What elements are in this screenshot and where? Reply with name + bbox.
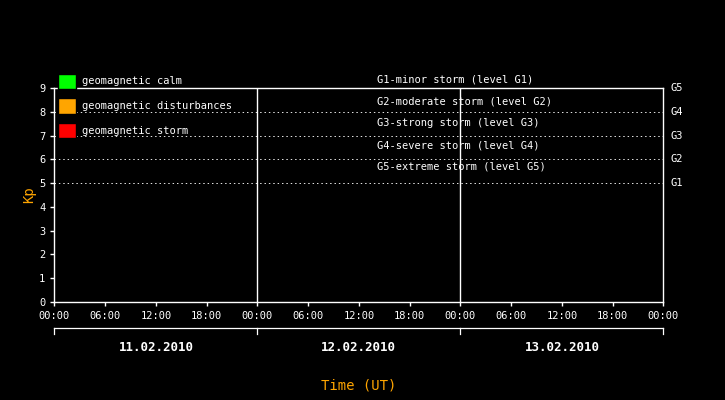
Text: 13.02.2010: 13.02.2010 [524, 341, 600, 354]
Text: geomagnetic calm: geomagnetic calm [82, 76, 182, 86]
Y-axis label: Kp: Kp [22, 187, 36, 203]
Text: geomagnetic storm: geomagnetic storm [82, 126, 188, 136]
Text: G1-minor storm (level G1): G1-minor storm (level G1) [377, 74, 534, 84]
Text: G1: G1 [670, 178, 683, 188]
Text: G3: G3 [670, 130, 683, 140]
Text: G5-extreme storm (level G5): G5-extreme storm (level G5) [377, 162, 546, 172]
Text: G3-strong storm (level G3): G3-strong storm (level G3) [377, 118, 539, 128]
Text: Time (UT): Time (UT) [321, 378, 397, 392]
Text: G2: G2 [670, 154, 683, 164]
Text: G5: G5 [670, 83, 683, 93]
Text: 11.02.2010: 11.02.2010 [118, 341, 194, 354]
Text: 12.02.2010: 12.02.2010 [321, 341, 397, 354]
Text: G2-moderate storm (level G2): G2-moderate storm (level G2) [377, 96, 552, 106]
Text: geomagnetic disturbances: geomagnetic disturbances [82, 101, 232, 111]
Text: G4: G4 [670, 107, 683, 117]
Text: G4-severe storm (level G4): G4-severe storm (level G4) [377, 140, 539, 150]
